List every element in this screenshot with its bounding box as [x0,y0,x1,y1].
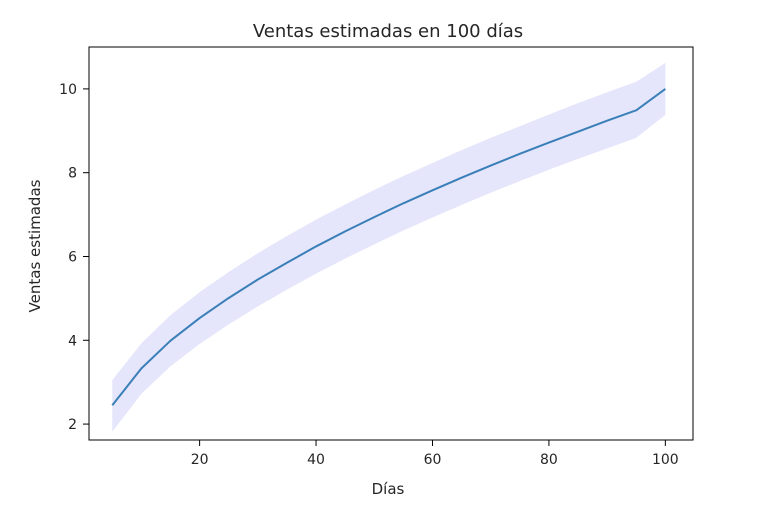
axes: 20 40 60 80 100 2 4 6 8 10 [59,46,694,468]
series-line-layer [111,88,666,406]
y-axis-label: Ventas estimadas [26,179,44,312]
y-tick-label: 10 [59,82,77,98]
confidence-band [112,62,666,432]
x-axis-label: Días [372,480,405,498]
plot-frame [88,46,694,441]
chart-title: Ventas estimadas en 100 días [253,21,523,42]
y-tick-label: 4 [68,333,77,349]
x-tick-label: 60 [424,452,442,468]
y-tick-label: 2 [68,417,77,433]
x-tick-label: 40 [307,452,325,468]
y-tick-label: 8 [68,166,77,182]
confidence-band-layer [112,62,666,432]
x-tick-label: 80 [540,452,558,468]
y-tick-label: 6 [68,249,77,265]
series-line [111,88,666,406]
x-tick-label: 100 [652,452,679,468]
x-tick-label: 20 [191,452,209,468]
